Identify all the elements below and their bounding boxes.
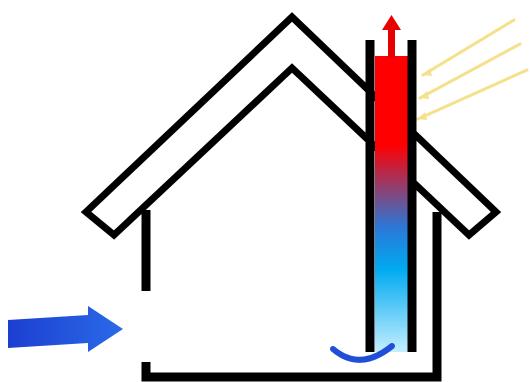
house-walls <box>141 210 442 382</box>
sunlight-rays <box>416 18 529 121</box>
air-intake-curve <box>330 343 395 363</box>
roof-outline <box>80 12 502 240</box>
solar-chimney <box>365 40 417 352</box>
air-inflow-arrow <box>8 306 123 352</box>
hot-air-outflow-arrow <box>382 15 401 58</box>
